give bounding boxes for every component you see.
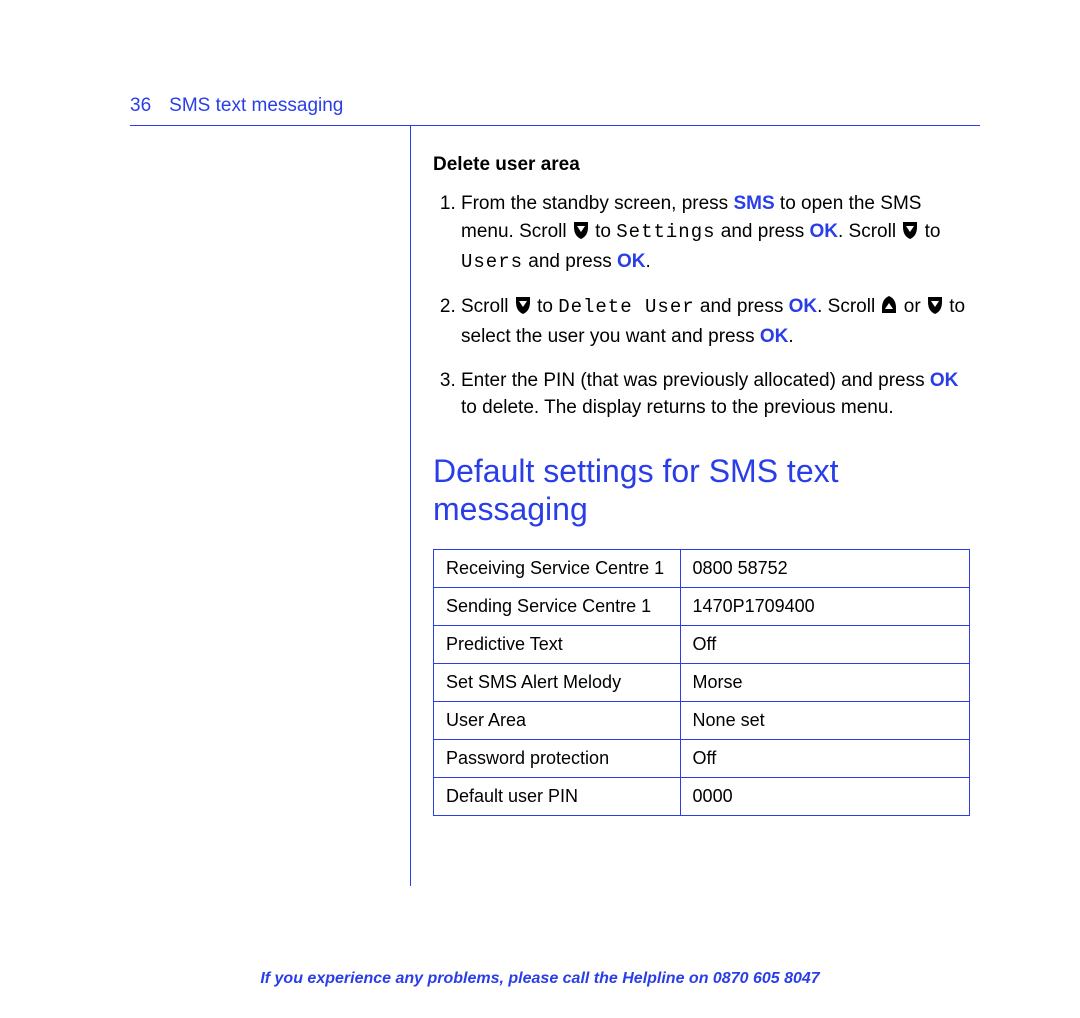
setting-value: 1470P1709400	[680, 587, 969, 625]
setting-label: Sending Service Centre 1	[434, 587, 681, 625]
setting-label: Set SMS Alert Melody	[434, 663, 681, 701]
page-content: 36 SMS text messaging Delete user area F…	[0, 0, 1080, 886]
setting-label: Default user PIN	[434, 777, 681, 815]
helpline-footer: If you experience any problems, please c…	[0, 970, 1080, 988]
setting-value: Off	[680, 625, 969, 663]
down-arrow-icon	[572, 220, 590, 249]
page-header: 36 SMS text messaging	[130, 95, 980, 117]
up-arrow-icon	[880, 295, 898, 324]
down-arrow-icon	[901, 220, 919, 249]
left-margin-column	[130, 126, 411, 886]
two-column-layout: Delete user area From the standby screen…	[130, 126, 980, 886]
table-row: Receiving Service Centre 10800 58752	[434, 549, 970, 587]
settings-menu-label: Settings	[616, 221, 715, 243]
main-column: Delete user area From the standby screen…	[411, 126, 980, 886]
down-arrow-icon	[514, 295, 532, 324]
table-row: Predictive TextOff	[434, 625, 970, 663]
table-row: User AreaNone set	[434, 701, 970, 739]
setting-value: Off	[680, 739, 969, 777]
setting-label: Predictive Text	[434, 625, 681, 663]
delete-user-steps: From the standby screen, press SMS to op…	[433, 190, 970, 422]
table-row: Password protectionOff	[434, 739, 970, 777]
default-settings-table: Receiving Service Centre 10800 58752Send…	[433, 549, 970, 816]
users-menu-label: Users	[461, 251, 523, 273]
step-3: Enter the PIN (that was previously alloc…	[461, 367, 970, 422]
helpline-number: 0870 605 8047	[713, 970, 820, 987]
sms-keyword: SMS	[733, 193, 774, 214]
setting-value: None set	[680, 701, 969, 739]
setting-value: 0000	[680, 777, 969, 815]
down-arrow-icon	[926, 295, 944, 324]
setting-label: Receiving Service Centre 1	[434, 549, 681, 587]
delete-user-heading: Delete user area	[433, 154, 970, 176]
step-1: From the standby screen, press SMS to op…	[461, 190, 970, 277]
delete-user-menu-label: Delete User	[558, 296, 694, 318]
page-number: 36	[130, 95, 151, 117]
table-row: Set SMS Alert MelodyMorse	[434, 663, 970, 701]
setting-label: Password protection	[434, 739, 681, 777]
table-row: Sending Service Centre 11470P1709400	[434, 587, 970, 625]
setting-value: 0800 58752	[680, 549, 969, 587]
defaults-heading: Default settings for SMS text messaging	[433, 452, 970, 529]
setting-value: Morse	[680, 663, 969, 701]
step-2: Scroll to Delete User and press OK. Scro…	[461, 293, 970, 351]
setting-label: User Area	[434, 701, 681, 739]
table-row: Default user PIN0000	[434, 777, 970, 815]
chapter-title: SMS text messaging	[169, 95, 343, 117]
